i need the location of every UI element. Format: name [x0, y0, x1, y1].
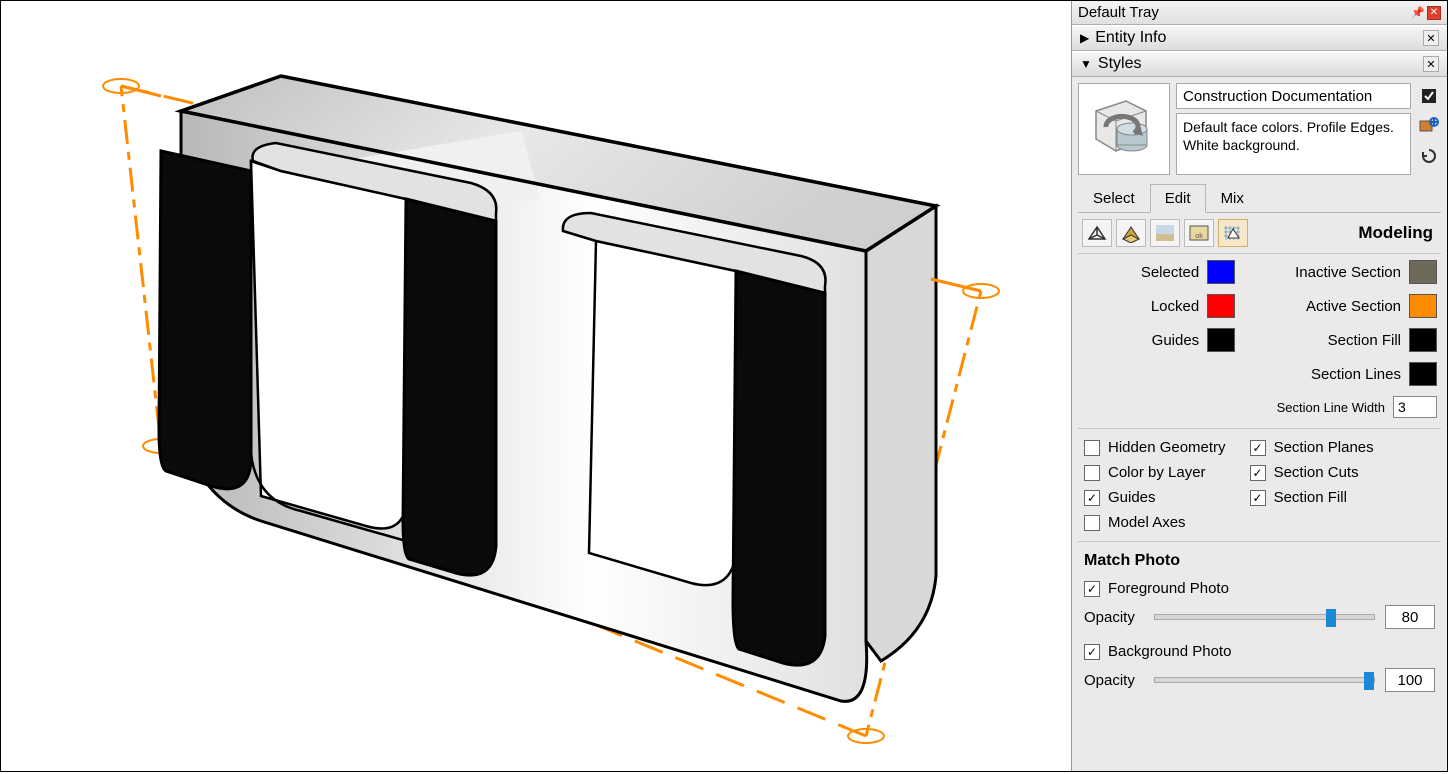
- foreground-photo-check[interactable]: ✓Foreground Photo: [1084, 580, 1435, 597]
- style-name-field[interactable]: Construction Documentation: [1176, 83, 1411, 109]
- locked-swatch[interactable]: [1207, 294, 1235, 318]
- fg-opacity-label: Opacity: [1084, 609, 1144, 626]
- locked-label: Locked: [1151, 298, 1199, 315]
- styles-close[interactable]: ✕: [1423, 56, 1439, 72]
- section-fill-check[interactable]: ✓Section Fill: [1250, 489, 1374, 506]
- svg-text:ok: ok: [1195, 233, 1203, 240]
- tray-header: Default Tray 📌 ✕: [1072, 1, 1447, 25]
- section-line-width-label: Section Line Width: [1277, 400, 1385, 415]
- face-settings-icon[interactable]: [1116, 219, 1146, 247]
- style-update-icon[interactable]: [1418, 85, 1440, 107]
- edit-category-icons: ok Modeling: [1078, 213, 1441, 254]
- model-geometry: [159, 76, 936, 701]
- model-viewport[interactable]: [1, 1, 1071, 771]
- section-lines-label: Section Lines: [1311, 366, 1401, 383]
- style-desc-field[interactable]: Default face colors. Profile Edges. Whit…: [1176, 113, 1411, 175]
- section-line-width-input[interactable]: [1393, 396, 1437, 418]
- guides-check[interactable]: ✓Guides: [1084, 489, 1226, 506]
- styles-title: Styles: [1098, 55, 1142, 73]
- chevron-down-icon: ▼: [1080, 57, 1092, 71]
- entity-info-header[interactable]: ▶ Entity Info ✕: [1072, 25, 1447, 51]
- match-photo-section: Match Photo ✓Foreground Photo Opacity ✓B…: [1078, 542, 1441, 716]
- styles-tabs: Select Edit Mix: [1078, 183, 1441, 213]
- guides-swatch[interactable]: [1207, 328, 1235, 352]
- section-cuts-check[interactable]: ✓Section Cuts: [1250, 464, 1374, 481]
- tray-title: Default Tray: [1078, 4, 1159, 21]
- section-fill-swatch[interactable]: [1409, 328, 1437, 352]
- styles-header[interactable]: ▼ Styles ✕: [1072, 51, 1447, 77]
- selected-label: Selected: [1141, 264, 1199, 281]
- hidden-geometry-check[interactable]: Hidden Geometry: [1084, 439, 1226, 456]
- tab-edit[interactable]: Edit: [1150, 184, 1206, 213]
- bg-opacity-label: Opacity: [1084, 672, 1144, 689]
- fg-opacity-slider[interactable]: [1154, 614, 1375, 620]
- active-section-swatch[interactable]: [1409, 294, 1437, 318]
- match-photo-title: Match Photo: [1084, 552, 1435, 570]
- styles-body: Construction Documentation Default face …: [1072, 77, 1447, 722]
- selected-swatch[interactable]: [1207, 260, 1235, 284]
- section-lines-swatch[interactable]: [1409, 362, 1437, 386]
- inactive-section-label: Inactive Section: [1295, 264, 1401, 281]
- display-checkboxes: Hidden Geometry Color by Layer ✓Guides M…: [1078, 429, 1441, 542]
- modeling-colors: Selected Locked Guides Inactive Section …: [1078, 254, 1441, 429]
- edge-settings-icon[interactable]: [1082, 219, 1112, 247]
- pin-icon[interactable]: 📌: [1411, 6, 1425, 20]
- background-photo-check[interactable]: ✓Background Photo: [1084, 643, 1435, 660]
- chevron-right-icon: ▶: [1080, 31, 1089, 45]
- color-by-layer-check[interactable]: Color by Layer: [1084, 464, 1226, 481]
- watermark-settings-icon[interactable]: ok: [1184, 219, 1214, 247]
- style-refresh-icon[interactable]: [1418, 145, 1440, 167]
- tray-close-button[interactable]: ✕: [1427, 6, 1441, 20]
- style-thumbnail[interactable]: [1078, 83, 1170, 175]
- bg-opacity-input[interactable]: [1385, 668, 1435, 692]
- tab-select[interactable]: Select: [1078, 184, 1150, 213]
- section-planes-check[interactable]: ✓Section Planes: [1250, 439, 1374, 456]
- modeling-settings-icon[interactable]: [1218, 219, 1248, 247]
- entity-info-close[interactable]: ✕: [1423, 30, 1439, 46]
- entity-info-title: Entity Info: [1095, 29, 1166, 47]
- bg-opacity-slider[interactable]: [1154, 677, 1375, 683]
- model-axes-check[interactable]: Model Axes: [1084, 514, 1226, 531]
- tab-mix[interactable]: Mix: [1206, 184, 1259, 213]
- default-tray-panel: Default Tray 📌 ✕ ▶ Entity Info ✕ ▼ Style…: [1071, 1, 1447, 771]
- modeling-label: Modeling: [1358, 223, 1437, 243]
- style-create-icon[interactable]: [1418, 115, 1440, 137]
- fg-opacity-input[interactable]: [1385, 605, 1435, 629]
- guides-label: Guides: [1152, 332, 1200, 349]
- section-fill-label: Section Fill: [1328, 332, 1401, 349]
- active-section-label: Active Section: [1306, 298, 1401, 315]
- inactive-section-swatch[interactable]: [1409, 260, 1437, 284]
- background-settings-icon[interactable]: [1150, 219, 1180, 247]
